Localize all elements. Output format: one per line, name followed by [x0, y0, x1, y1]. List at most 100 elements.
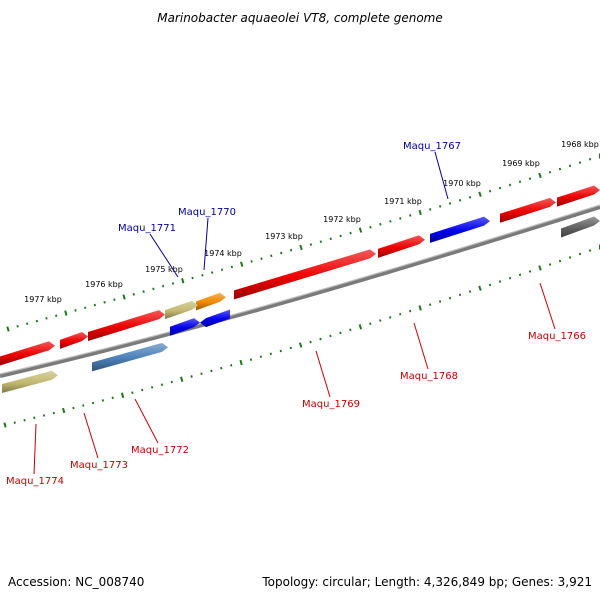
gene-arrow — [378, 235, 425, 258]
outer-scale-tick — [171, 282, 175, 285]
outer-scale-tick — [181, 278, 185, 284]
inner-scale-tick — [309, 340, 312, 344]
outer-scale-tick — [64, 310, 68, 316]
scale-label: 1974 kbp — [204, 249, 242, 258]
outer-scale-tick — [280, 251, 283, 255]
inner-scale-tick — [82, 404, 85, 407]
scale-label: 1971 kbp — [384, 197, 422, 206]
outer-scale-tick — [538, 172, 542, 179]
outer-scale-tick — [319, 240, 322, 243]
inner-scale-tick — [418, 305, 422, 311]
outer-scale-tick — [438, 205, 442, 208]
outer-scale-tick — [142, 290, 145, 293]
outer-scale-tick — [250, 260, 253, 263]
outer-scale-tick — [558, 167, 562, 171]
scale-label: 1976 kbp — [85, 280, 123, 289]
outer-scale-tick — [162, 284, 165, 288]
outer-scale-tick — [458, 199, 462, 202]
inner-scale-tick — [62, 407, 66, 414]
scale-label: 1973 kbp — [265, 232, 303, 241]
scale-label: 1972 kbp — [323, 215, 361, 224]
outer-scale-tick — [389, 220, 392, 223]
gene-label: Maqu_1766 — [528, 331, 586, 342]
outer-scale-tick — [84, 306, 87, 310]
inner-scale-tick — [329, 334, 332, 338]
inner-scale-tick — [120, 392, 125, 398]
outer-scale-tick — [339, 234, 342, 238]
label-connector — [413, 322, 429, 370]
outer-scale-tick — [578, 161, 582, 164]
gene-arrow — [165, 300, 198, 320]
gene-arrow — [500, 197, 556, 223]
genome-summary: Topology: circular; Length: 4,326,849 bp… — [261, 575, 592, 589]
scale-label: 1977 kbp — [24, 295, 62, 304]
backbone-layer — [0, 204, 600, 378]
inner-scale-tick — [249, 358, 253, 361]
gene-arrow — [196, 292, 226, 311]
outer-scale-tick — [418, 209, 422, 216]
inner-scale-tick — [111, 396, 114, 400]
inner-scale-tick — [279, 349, 282, 353]
outer-scale-tick — [468, 196, 472, 199]
inner-scale-tick — [52, 411, 55, 415]
inner-scale-tick — [190, 375, 193, 378]
inner-scale-tick — [438, 300, 442, 303]
outer-scale-tick — [220, 268, 224, 272]
outer-scale-tick — [230, 265, 234, 269]
outer-scale-tick — [132, 293, 135, 296]
scale-label: 1970 kbp — [443, 179, 481, 188]
inner-scale-tick — [200, 372, 203, 376]
gene-arrow — [200, 309, 230, 328]
gene-label: Maqu_1774 — [6, 476, 64, 487]
outer-scale-tick — [329, 237, 332, 241]
inner-scale-tick — [488, 283, 492, 287]
inner-scale-tick — [468, 290, 472, 293]
backbone-shadow — [0, 205, 600, 378]
outer-scale-tick — [240, 261, 244, 267]
outer-scale-tick — [6, 326, 10, 332]
inner-scale-tick — [319, 337, 322, 341]
inner-scale-tick — [538, 265, 542, 271]
outer-scale-tick — [113, 298, 116, 301]
outer-scale-tick — [74, 309, 77, 312]
inner-scale-tick — [389, 316, 392, 319]
gene-label: Maqu_1768 — [400, 371, 458, 382]
outer-scale-tick — [379, 222, 382, 226]
inner-scale-tick — [548, 263, 552, 266]
scale-label: 1969 kbp — [502, 159, 540, 168]
inner-scale-tick — [588, 249, 592, 252]
outer-scale-tick — [508, 183, 512, 187]
inner-scale-tick — [478, 285, 482, 291]
outer-scale-tick — [399, 217, 402, 220]
outer-scale-tick — [201, 273, 204, 277]
inner-scale-tick — [230, 364, 233, 367]
inner-scale-tick — [379, 319, 382, 322]
outer-scale-tick — [548, 170, 552, 174]
inner-scale-tick — [33, 416, 36, 420]
gene-label: Maqu_1770 — [178, 207, 236, 218]
outer-scale-tick — [448, 202, 452, 205]
label-connector — [203, 217, 209, 271]
inner-scale-tick — [91, 401, 95, 405]
inner-scale-tick — [298, 342, 303, 348]
backbone-highlight — [0, 204, 600, 375]
outer-scale-tick — [518, 180, 522, 184]
label-connector — [83, 412, 99, 459]
label-connector — [33, 423, 37, 475]
outer-scale-tick — [568, 164, 572, 168]
inner-scale-tick — [72, 406, 75, 410]
outer-scale-tick — [103, 301, 106, 304]
label-connector — [149, 233, 179, 278]
outer-scale-tick — [358, 227, 363, 233]
inner-scale-tick — [269, 352, 272, 356]
gene-arrow — [0, 341, 55, 366]
inner-scale-tick — [339, 331, 342, 335]
inner-scale-tick — [568, 256, 572, 259]
inner-scale-tick — [3, 422, 7, 428]
label-connector — [315, 350, 331, 398]
outer-scale-tick — [309, 243, 313, 246]
outer-scale-tick — [122, 294, 126, 300]
accession-text: Accession: NC_008740 — [8, 575, 144, 589]
